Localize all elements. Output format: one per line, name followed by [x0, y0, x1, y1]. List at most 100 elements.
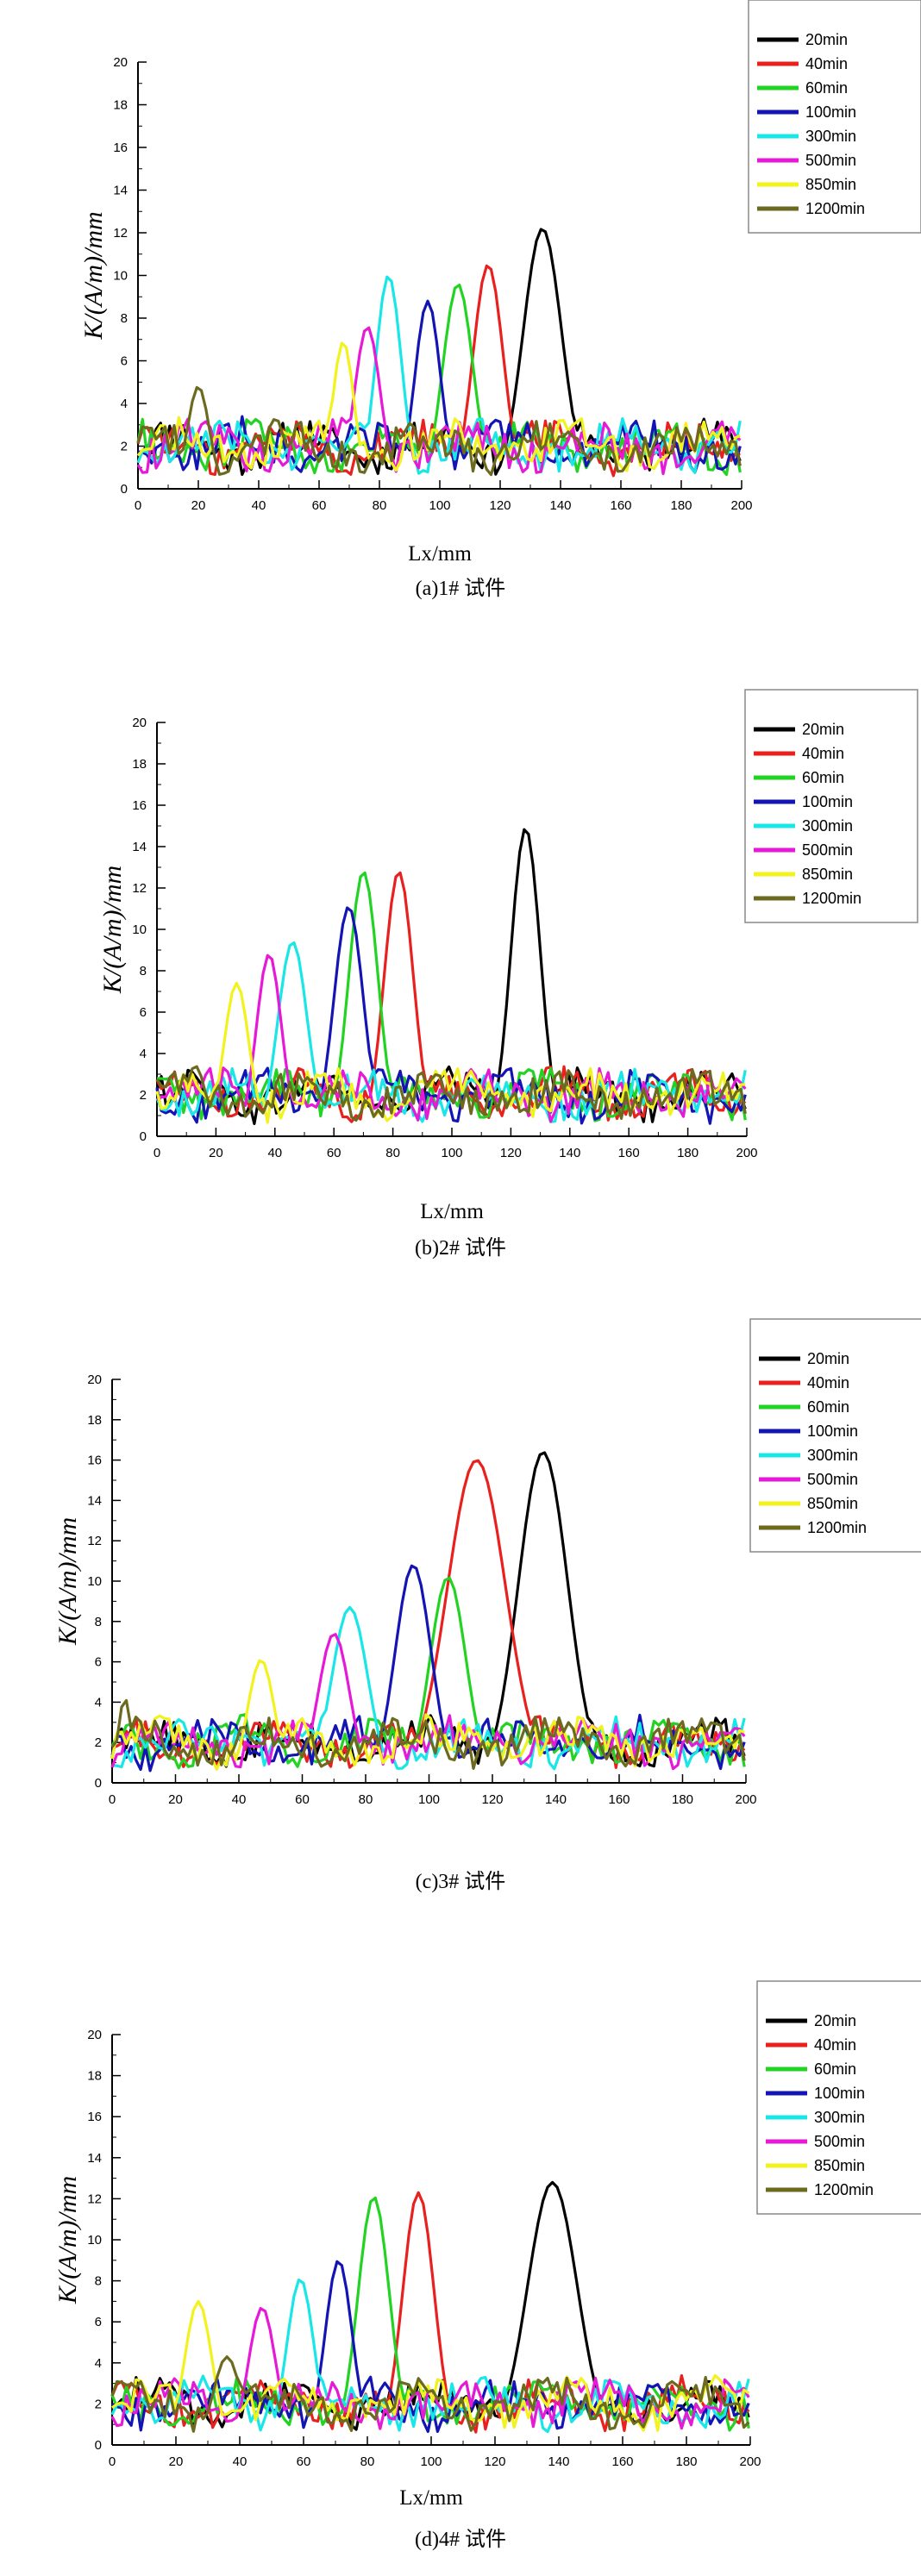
- y-axis-label: K/(A/m)/mm: [98, 866, 127, 994]
- y-tick-label: 8: [95, 2274, 102, 2289]
- y-tick-label: 12: [132, 881, 147, 896]
- x-tick-label: 140: [545, 1792, 567, 1807]
- y-tick-label: 4: [95, 1695, 102, 1710]
- y-tick-label: 18: [113, 98, 128, 113]
- y-tick-label: 2: [95, 1735, 102, 1750]
- y-tick-label: 12: [87, 2191, 102, 2206]
- x-tick-label: 100: [418, 1792, 440, 1807]
- series-line-500min: [110, 1633, 746, 1771]
- legend-label: 1200min: [814, 2181, 874, 2198]
- x-tick-label: 60: [312, 498, 327, 513]
- legend-label: 40min: [807, 1374, 849, 1391]
- y-tick-label: 20: [132, 716, 147, 730]
- y-tick-label: 10: [113, 269, 128, 284]
- legend: 20min 40min 60min 100min 300min 500min 850min 1…: [744, 689, 918, 923]
- legend-label: 500min: [805, 152, 856, 169]
- y-tick-label: 4: [121, 397, 128, 411]
- y-tick-label: 6: [121, 354, 128, 369]
- y-tick-label: 0: [95, 1776, 102, 1791]
- x-tick-label: 0: [154, 1146, 160, 1160]
- x-tick-label: 180: [677, 1146, 699, 1160]
- legend-label: 300min: [805, 128, 856, 145]
- legend: 20min 40min 60min 100min 300min 500min 850min 1…: [756, 1980, 921, 2215]
- legend-label: 1200min: [802, 890, 861, 907]
- x-axis-label: Lx/mm: [399, 2486, 463, 2510]
- x-tick-label: 20: [191, 498, 206, 513]
- x-tick-label: 120: [484, 2454, 505, 2469]
- y-tick-label: 10: [132, 922, 147, 937]
- legend-label: 40min: [814, 2036, 856, 2054]
- y-tick-label: 14: [87, 2151, 102, 2166]
- figure-caption: (b)2# 试件: [415, 1236, 506, 1260]
- series-line-40min: [136, 264, 741, 478]
- y-tick-label: 20: [113, 55, 128, 70]
- y-tick-label: 20: [87, 2028, 102, 2042]
- legend-label: 40min: [805, 55, 848, 72]
- x-tick-label: 160: [611, 2454, 633, 2469]
- y-tick-label: 8: [95, 1615, 102, 1629]
- y-tick-label: 18: [87, 1413, 102, 1428]
- x-tick-label: 80: [385, 1146, 400, 1160]
- legend-label: 850min: [805, 176, 856, 193]
- series-line-1200min: [155, 1065, 747, 1122]
- x-tick-label: 40: [232, 1792, 247, 1807]
- x-tick-label: 40: [233, 2454, 247, 2469]
- legend-label: 100min: [807, 1422, 858, 1440]
- x-tick-label: 180: [670, 498, 692, 513]
- legend-label: 100min: [814, 2085, 865, 2102]
- y-tick-label: 2: [95, 2397, 102, 2411]
- legend-label: 60min: [805, 79, 848, 97]
- x-tick-label: 100: [420, 2454, 442, 2469]
- x-tick-label: 160: [608, 1792, 630, 1807]
- x-tick-label: 140: [559, 1146, 580, 1160]
- legend-label: 850min: [802, 866, 853, 883]
- y-tick-label: 4: [95, 2356, 102, 2371]
- legend-label: 1200min: [807, 1519, 867, 1536]
- x-tick-label: 100: [429, 498, 450, 513]
- y-axis-label: K/(A/m)/mm: [53, 1517, 82, 1646]
- x-tick-label: 100: [441, 1146, 462, 1160]
- series-line-850min: [111, 2299, 750, 2432]
- x-axis-label: Lx/mm: [420, 1200, 484, 1223]
- x-tick-label: 160: [618, 1146, 640, 1160]
- y-tick-label: 16: [113, 141, 128, 155]
- y-tick-label: 14: [87, 1493, 102, 1508]
- x-tick-label: 200: [735, 1792, 756, 1807]
- series-line-1200min: [136, 385, 742, 477]
- x-tick-label: 120: [481, 1792, 503, 1807]
- x-tick-label: 60: [297, 2454, 311, 2469]
- x-tick-label: 120: [500, 1146, 522, 1160]
- figure-caption: (c)3# 试件: [416, 1870, 506, 1893]
- legend-label: 300min: [807, 1447, 858, 1464]
- y-tick-label: 10: [87, 2233, 102, 2248]
- y-tick-label: 10: [87, 1574, 102, 1589]
- y-tick-label: 2: [121, 440, 128, 454]
- y-tick-label: 12: [87, 1534, 102, 1548]
- legend-label: 500min: [807, 1471, 858, 1488]
- y-tick-label: 16: [132, 798, 147, 813]
- x-tick-label: 200: [739, 2454, 761, 2469]
- x-tick-label: 200: [736, 1146, 757, 1160]
- y-tick-label: 14: [113, 184, 128, 198]
- y-tick-label: 2: [140, 1088, 147, 1103]
- legend-label: 60min: [814, 2060, 856, 2078]
- legend-label: 500min: [814, 2133, 865, 2150]
- x-tick-label: 80: [373, 498, 387, 513]
- legend-label: 850min: [807, 1495, 858, 1512]
- y-tick-label: 6: [95, 1655, 102, 1670]
- x-tick-label: 140: [549, 498, 571, 513]
- series-line-40min: [111, 1459, 746, 1769]
- y-tick-label: 0: [140, 1129, 147, 1144]
- legend: 20min 40min 60min 100min 300min 500min 850min 1…: [748, 0, 921, 234]
- series-line-1200min: [110, 2355, 750, 2433]
- legend-label: 20min: [807, 1350, 849, 1367]
- x-tick-label: 20: [169, 2454, 184, 2469]
- y-tick-label: 16: [87, 2110, 102, 2124]
- legend-label: 500min: [802, 841, 853, 859]
- legend-label: 20min: [814, 2012, 856, 2029]
- legend-label: 1200min: [805, 200, 865, 217]
